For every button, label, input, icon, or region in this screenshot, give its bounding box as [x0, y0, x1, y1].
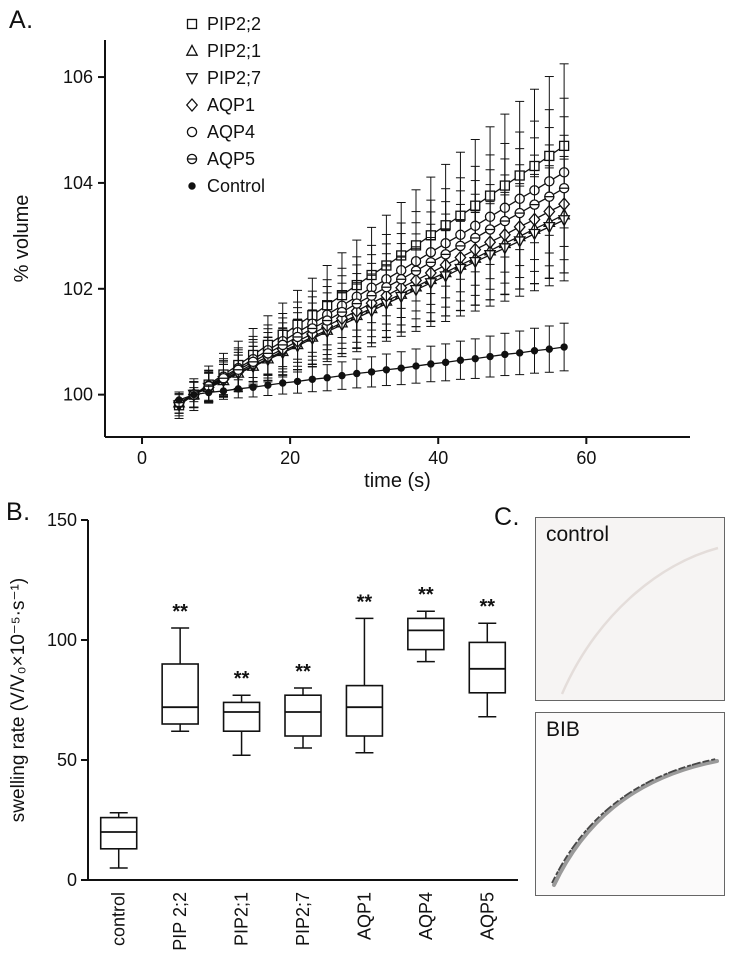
box-PIP 2;2: **: [161, 601, 199, 732]
svg-text:**: **: [357, 591, 373, 613]
svg-text:swelling rate (V/V₀×10⁻⁵·s⁻¹): swelling rate (V/V₀×10⁻⁵·s⁻¹): [8, 578, 29, 822]
box-PIP2;7: **: [284, 661, 322, 749]
panel-c-control-image: control: [535, 517, 725, 701]
svg-text:AQP5: AQP5: [477, 892, 497, 940]
svg-text:AQP4: AQP4: [416, 892, 436, 940]
membrane-arc: [551, 758, 717, 884]
svg-text:AQP4: AQP4: [207, 122, 255, 142]
svg-text:50: 50: [57, 750, 77, 770]
svg-text:100: 100: [63, 385, 93, 405]
series-Control: [174, 322, 569, 407]
svg-text:AQP1: AQP1: [354, 892, 374, 940]
box-AQP1: **: [345, 591, 384, 754]
box-control: [99, 812, 138, 869]
panel-a-label: A.: [9, 6, 34, 34]
svg-text:time (s): time (s): [364, 470, 431, 492]
svg-text:106: 106: [63, 67, 93, 87]
faint-membrane-arc: [560, 546, 719, 695]
svg-text:20: 20: [280, 448, 300, 468]
bib-oocyte-micrograph: [551, 758, 719, 887]
svg-text:100: 100: [47, 630, 77, 650]
svg-text:**: **: [295, 661, 311, 683]
svg-text:**: **: [479, 596, 495, 618]
box-AQP5: **: [468, 596, 507, 718]
panel-a-timecourse-chart: 0 20 40 60 100 102 104 106 time (s) % volume PIP2;…: [11, 14, 690, 492]
svg-text:60: 60: [576, 448, 596, 468]
panel-c-label: C.: [494, 503, 520, 531]
control-image-label: control: [546, 523, 610, 546]
panel-c-bib-image: BIB: [535, 712, 725, 896]
svg-text:PIP2;1: PIP2;1: [232, 892, 252, 946]
svg-text:AQP1: AQP1: [207, 95, 255, 115]
svg-text:PIP 2;2: PIP 2;2: [170, 892, 190, 951]
box-AQP4: **: [407, 584, 445, 663]
legend: PIP2;2 PIP2;1 PIP2;7 AQP1 AQP4 AQP5 Control: [185, 14, 265, 196]
svg-text:40: 40: [428, 448, 448, 468]
series-AQP5: [173, 116, 570, 414]
svg-text:**: **: [172, 601, 188, 623]
svg-text:**: **: [234, 668, 250, 690]
svg-text:PIP2;7: PIP2;7: [293, 892, 313, 946]
panel-b-label: B.: [6, 498, 31, 526]
svg-text:PIP2;1: PIP2;1: [207, 41, 261, 61]
svg-text:control: control: [109, 892, 129, 946]
svg-text:0: 0: [67, 870, 77, 890]
svg-text:Control: Control: [207, 176, 265, 196]
box-PIP2;1: **: [222, 668, 261, 756]
membrane-arc-shadow: [552, 759, 719, 887]
svg-text:**: **: [418, 584, 434, 606]
svg-text:0: 0: [137, 448, 147, 468]
svg-text:150: 150: [47, 510, 77, 530]
svg-text:102: 102: [63, 279, 93, 299]
svg-text:104: 104: [63, 173, 93, 193]
bib-image-label: BIB: [546, 718, 580, 741]
panel-b-boxplot-chart: 0 50 100 150 swelling rate (V/V₀×10⁻⁵·s⁻¹) co…: [8, 510, 518, 951]
svg-text:% volume: % volume: [11, 195, 33, 283]
svg-text:PIP2;7: PIP2;7: [207, 68, 261, 88]
svg-text:PIP2;2: PIP2;2: [207, 14, 261, 34]
control-oocyte-micrograph: [560, 546, 719, 695]
svg-text:AQP5: AQP5: [207, 149, 255, 169]
